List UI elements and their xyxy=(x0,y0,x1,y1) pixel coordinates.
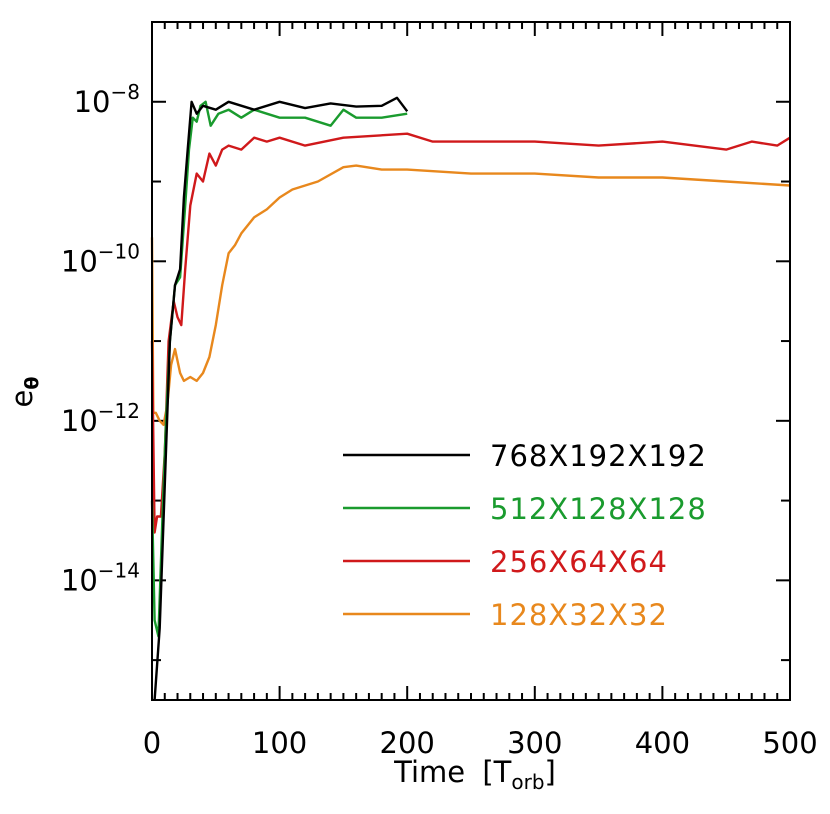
x-tick-label: 0 xyxy=(143,726,161,760)
series-line-768x192x192 xyxy=(153,96,409,701)
series-line-128x32x32 xyxy=(150,164,791,426)
y-tick-label: 10−12 xyxy=(61,399,140,438)
x-tick-label: 300 xyxy=(507,726,562,760)
y-tick-label: 10−10 xyxy=(61,239,140,278)
x-tick-labels: 0 100 200 300 400 500 xyxy=(143,726,818,760)
x-axis-title: Time [Torb] xyxy=(393,755,556,794)
x-tick-label: 200 xyxy=(380,726,435,760)
legend-label: 512X128X128 xyxy=(490,492,707,526)
y-tick-labels: 10−8 10−10 10−12 10−14 xyxy=(61,80,140,598)
legend-label: 256X64X64 xyxy=(490,545,668,579)
legend-label: 768X192X192 xyxy=(490,439,707,473)
tick-marks xyxy=(151,21,791,700)
series-line-512x128x128 xyxy=(150,100,408,638)
plot-frame xyxy=(151,21,791,701)
x-tick-label: 100 xyxy=(252,726,307,760)
series-layer xyxy=(150,96,791,701)
y-axis-title: eθ xyxy=(5,377,43,408)
legend-label: 128X32X32 xyxy=(490,598,668,632)
x-tick-label: 400 xyxy=(635,726,690,760)
y-tick-label: 10−8 xyxy=(74,80,140,119)
y-tick-label: 10−14 xyxy=(61,558,140,597)
x-tick-label: 500 xyxy=(762,726,817,760)
legend: 768X192X192 512X128X128 256X64X64 128X32X32 xyxy=(343,439,707,632)
